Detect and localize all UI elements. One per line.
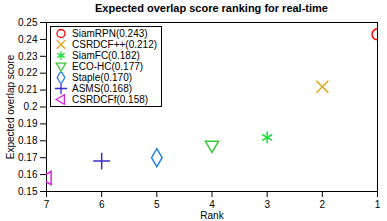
- svg-text:2: 2: [320, 199, 326, 210]
- svg-text:Expected overlap score: Expected overlap score: [5, 54, 16, 159]
- svg-text:0.18: 0.18: [18, 135, 38, 146]
- svg-text:0.24: 0.24: [18, 34, 38, 45]
- svg-text:0.2: 0.2: [24, 101, 38, 112]
- svg-text:6: 6: [99, 199, 105, 210]
- svg-text:1: 1: [375, 199, 381, 210]
- svg-text:7: 7: [44, 199, 50, 210]
- html-text:Expected overlap score ranking: Expected overlap score ranking for real-…: [95, 2, 328, 14]
- svg-text:0.17: 0.17: [18, 152, 38, 163]
- svg-text:5: 5: [154, 199, 160, 210]
- svg-text:3: 3: [264, 199, 270, 210]
- html-text:Staple(0.170): Staple(0.170): [72, 72, 132, 83]
- html-text:SiamRPN(0.243): SiamRPN(0.243): [72, 28, 148, 39]
- html-text:ECO-HC(0.177): ECO-HC(0.177): [72, 61, 144, 72]
- svg-text:4: 4: [209, 199, 215, 210]
- svg-text:0.23: 0.23: [18, 51, 38, 62]
- svg-text:0.15: 0.15: [18, 186, 38, 197]
- svg-text:Rank: Rank: [200, 210, 224, 221]
- svg-text:0.22: 0.22: [18, 67, 38, 78]
- svg-text:0.19: 0.19: [18, 118, 38, 129]
- svg-text:0.16: 0.16: [18, 169, 38, 180]
- html-text:CSRDCF++(0.212): CSRDCF++(0.212): [72, 39, 157, 50]
- svg-text:0.21: 0.21: [18, 84, 38, 95]
- svg-text:0.25: 0.25: [18, 17, 38, 28]
- html-text:CSRDCFf(0.158): CSRDCFf(0.158): [72, 94, 149, 105]
- html-text:ASMS(0.168): ASMS(0.168): [72, 83, 132, 94]
- html-text:SiamFC(0.182): SiamFC(0.182): [72, 50, 140, 61]
